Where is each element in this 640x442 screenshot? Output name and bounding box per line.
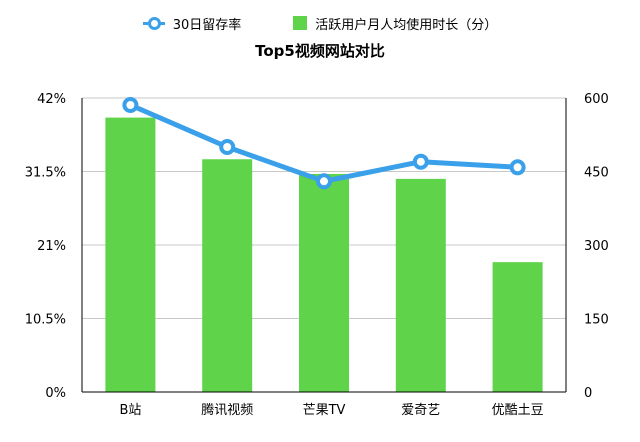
y-left-tick-label: 0% [45,386,66,401]
y-right-tick-label: 300 [584,239,609,254]
bar [492,262,543,392]
grid-lines [82,97,566,319]
legend-item-bar: 活跃用户月人均使用时长（分） [293,14,497,33]
line-series [122,97,526,190]
legend-bar-label: 活跃用户月人均使用时长（分） [315,17,498,33]
series-line [127,102,521,184]
line-point [509,159,526,176]
x-tick-label: 爱奇艺 [401,402,440,418]
line-point [412,153,429,170]
x-tick-label: 腾讯视频 [201,402,253,418]
y-right-tick-label: 150 [584,313,609,328]
y-left-tick-label: 31.5% [25,166,66,181]
tick-labels: 0% 0 10.5% 150 21% 300 31.5% 450 42% 600 B站 腾讯视频 芒果T… [25,92,609,418]
line-point [219,139,236,155]
y-right-tick-label: 0 [584,386,592,401]
y-right-tick-label: 600 [584,92,609,107]
bar [105,117,156,392]
bar [395,178,446,392]
y-left-tick-label: 10.5% [25,313,66,328]
line-point [316,173,332,190]
bars [105,117,543,392]
line-series-marker-icon [142,16,165,30]
legend-line-label: 30日留存率 [172,17,242,33]
legend-item-line: 30日留存率 [142,14,242,33]
y-right-tick-label: 450 [584,166,609,181]
x-tick-label: 芒果TV [303,402,346,418]
y-left-tick-label: 42% [37,92,66,107]
bar [202,159,253,392]
line-point [122,97,139,113]
chart-title: Top5视频网站对比 [255,42,385,60]
bar [299,173,349,392]
bar-series-swatch-icon [293,16,308,30]
x-tick-label: 优酷土豆 [492,403,544,418]
axes [81,98,567,393]
x-tick-label: B站 [119,403,141,418]
y-left-tick-label: 21% [37,239,66,254]
legend: 30日留存率 活跃用户月人均使用时长（分） [0,12,640,34]
